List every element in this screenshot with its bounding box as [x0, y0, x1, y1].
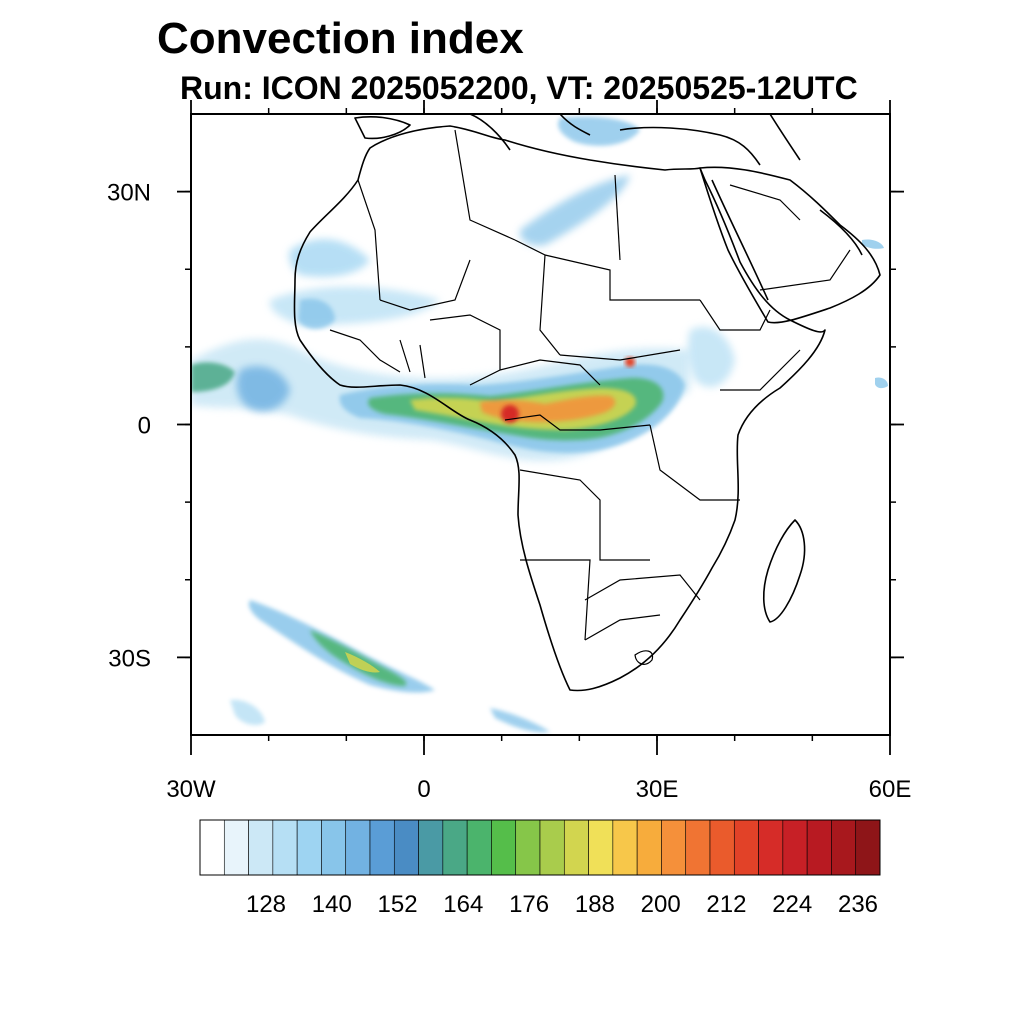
- convection-south-tail: [490, 708, 550, 733]
- border-nigeria: [429, 314, 501, 386]
- red-sea-east: [711, 179, 769, 301]
- border-somalia: [720, 349, 801, 391]
- colorbar-swatch: [806, 819, 832, 876]
- colorbar-tick-label: 212: [706, 891, 746, 918]
- colorbar-swatch: [272, 819, 298, 876]
- border-west-africa-2: [399, 339, 426, 379]
- convection-sahara-streak-1: [289, 239, 370, 277]
- axes: 30N 0 30S 30W 0 30E 60E: [107, 100, 911, 803]
- border-sudan: [544, 254, 700, 301]
- border-congo: [504, 414, 651, 431]
- border-chad: [514, 239, 561, 356]
- border-libya-egypt: [614, 174, 621, 261]
- convection-atlantic-west: [191, 362, 235, 392]
- arabia-coastline: [699, 166, 881, 324]
- colorbar-swatch: [855, 819, 881, 876]
- colorbar-swatch: [612, 819, 638, 876]
- lat-label: 30S: [108, 645, 151, 672]
- border-east-africa: [649, 424, 740, 501]
- colorbar-swatch: [248, 819, 274, 876]
- border-sudan-south: [559, 349, 681, 361]
- colorbar-swatch: [369, 819, 395, 876]
- colorbar-tick-label: 188: [575, 891, 615, 918]
- convection-east-edge: [875, 377, 888, 389]
- colorbar-swatch: [223, 819, 249, 876]
- colorbar-swatch: [563, 819, 589, 876]
- border-mali-niger: [379, 259, 471, 311]
- colorbar-swatch: [393, 819, 419, 876]
- colorbar-tick-label: 236: [838, 891, 878, 918]
- convection-mauritania: [298, 298, 335, 329]
- africa-coastline: [293, 125, 826, 692]
- madagascar-coastline: [762, 519, 806, 623]
- gulf-coast: [819, 209, 863, 256]
- border-algeria-mali: [357, 179, 381, 301]
- greece-coastline: [559, 114, 591, 136]
- colorbar-swatch: [709, 819, 735, 876]
- colorbar-swatch: [199, 819, 225, 876]
- colorbar-tick-label: 164: [443, 891, 483, 918]
- iberia-coastline: [354, 116, 411, 140]
- colorbar-swatch: [491, 819, 517, 876]
- colorbar-tick-label: 176: [509, 891, 549, 918]
- convection-south-sw: [230, 699, 265, 726]
- border-drc: [519, 469, 650, 561]
- lon-label: 60E: [869, 776, 912, 803]
- border-saudi: [759, 249, 851, 291]
- colorbar-swatch: [661, 819, 687, 876]
- lat-label: 30N: [107, 180, 151, 207]
- lon-label: 30W: [166, 776, 216, 803]
- convection-atlantic-patch: [236, 366, 290, 412]
- colorbar: 128 140 152 164 176 188 200 212 224 236: [199, 819, 881, 918]
- convection-arabian-gulf: [862, 239, 884, 249]
- colorbar-swatch: [831, 819, 857, 876]
- colorbar-swatch: [685, 819, 711, 876]
- italy-coastline: [469, 114, 511, 151]
- convection-south-atlantic-yellow: [345, 652, 380, 673]
- border-southern-africa: [584, 574, 701, 601]
- border-lesotho: [634, 650, 654, 665]
- colorbar-tick-label: 140: [312, 891, 352, 918]
- border-algeria-libya: [454, 129, 516, 241]
- colorbar-tick-label: 128: [246, 891, 286, 918]
- border-west-africa-1: [329, 329, 401, 373]
- colorbar-swatch: [515, 819, 541, 876]
- map-title: Convection index: [157, 14, 524, 63]
- lon-label: 30E: [636, 776, 679, 803]
- colorbar-swatch: [418, 819, 444, 876]
- lat-label: 0: [138, 413, 151, 440]
- turkey-coastline: [619, 126, 761, 166]
- colorbar-swatch: [733, 819, 759, 876]
- colorbar-tick-label: 152: [378, 891, 418, 918]
- lon-label: 0: [417, 776, 430, 803]
- convection-med-patch: [558, 116, 640, 146]
- colorbar-frame: [199, 819, 881, 876]
- border-botswana: [584, 614, 661, 641]
- colorbar-swatch: [466, 819, 492, 876]
- border-ethiopia: [699, 299, 771, 331]
- colorbar-swatch: [321, 819, 347, 876]
- colorbar-swatch: [539, 819, 565, 876]
- map-subtitle: Run: ICON 2025052200, VT: 20250525-12UTC: [180, 70, 858, 106]
- caspian-region: [769, 114, 801, 161]
- colorbar-swatch: [782, 819, 808, 876]
- border-iraq: [729, 184, 801, 221]
- colorbar-swatch: [296, 819, 322, 876]
- colorbar-swatch: [636, 819, 662, 876]
- convection-core-red-2: [625, 357, 635, 367]
- colorbar-swatch: [442, 819, 468, 876]
- colorbar-swatch: [758, 819, 784, 876]
- colorbar-swatch: [345, 819, 371, 876]
- convection-ethiopia: [687, 326, 735, 388]
- border-angola: [520, 559, 591, 641]
- country-borders: [329, 129, 851, 665]
- convection-libya-streak: [519, 175, 630, 246]
- border-car: [499, 359, 601, 386]
- colorbar-tick-label: 224: [772, 891, 812, 918]
- colorbar-tick-label: 200: [641, 891, 681, 918]
- coastlines: [293, 114, 881, 692]
- convection-core-red: [501, 405, 519, 423]
- colorbar-swatch: [588, 819, 614, 876]
